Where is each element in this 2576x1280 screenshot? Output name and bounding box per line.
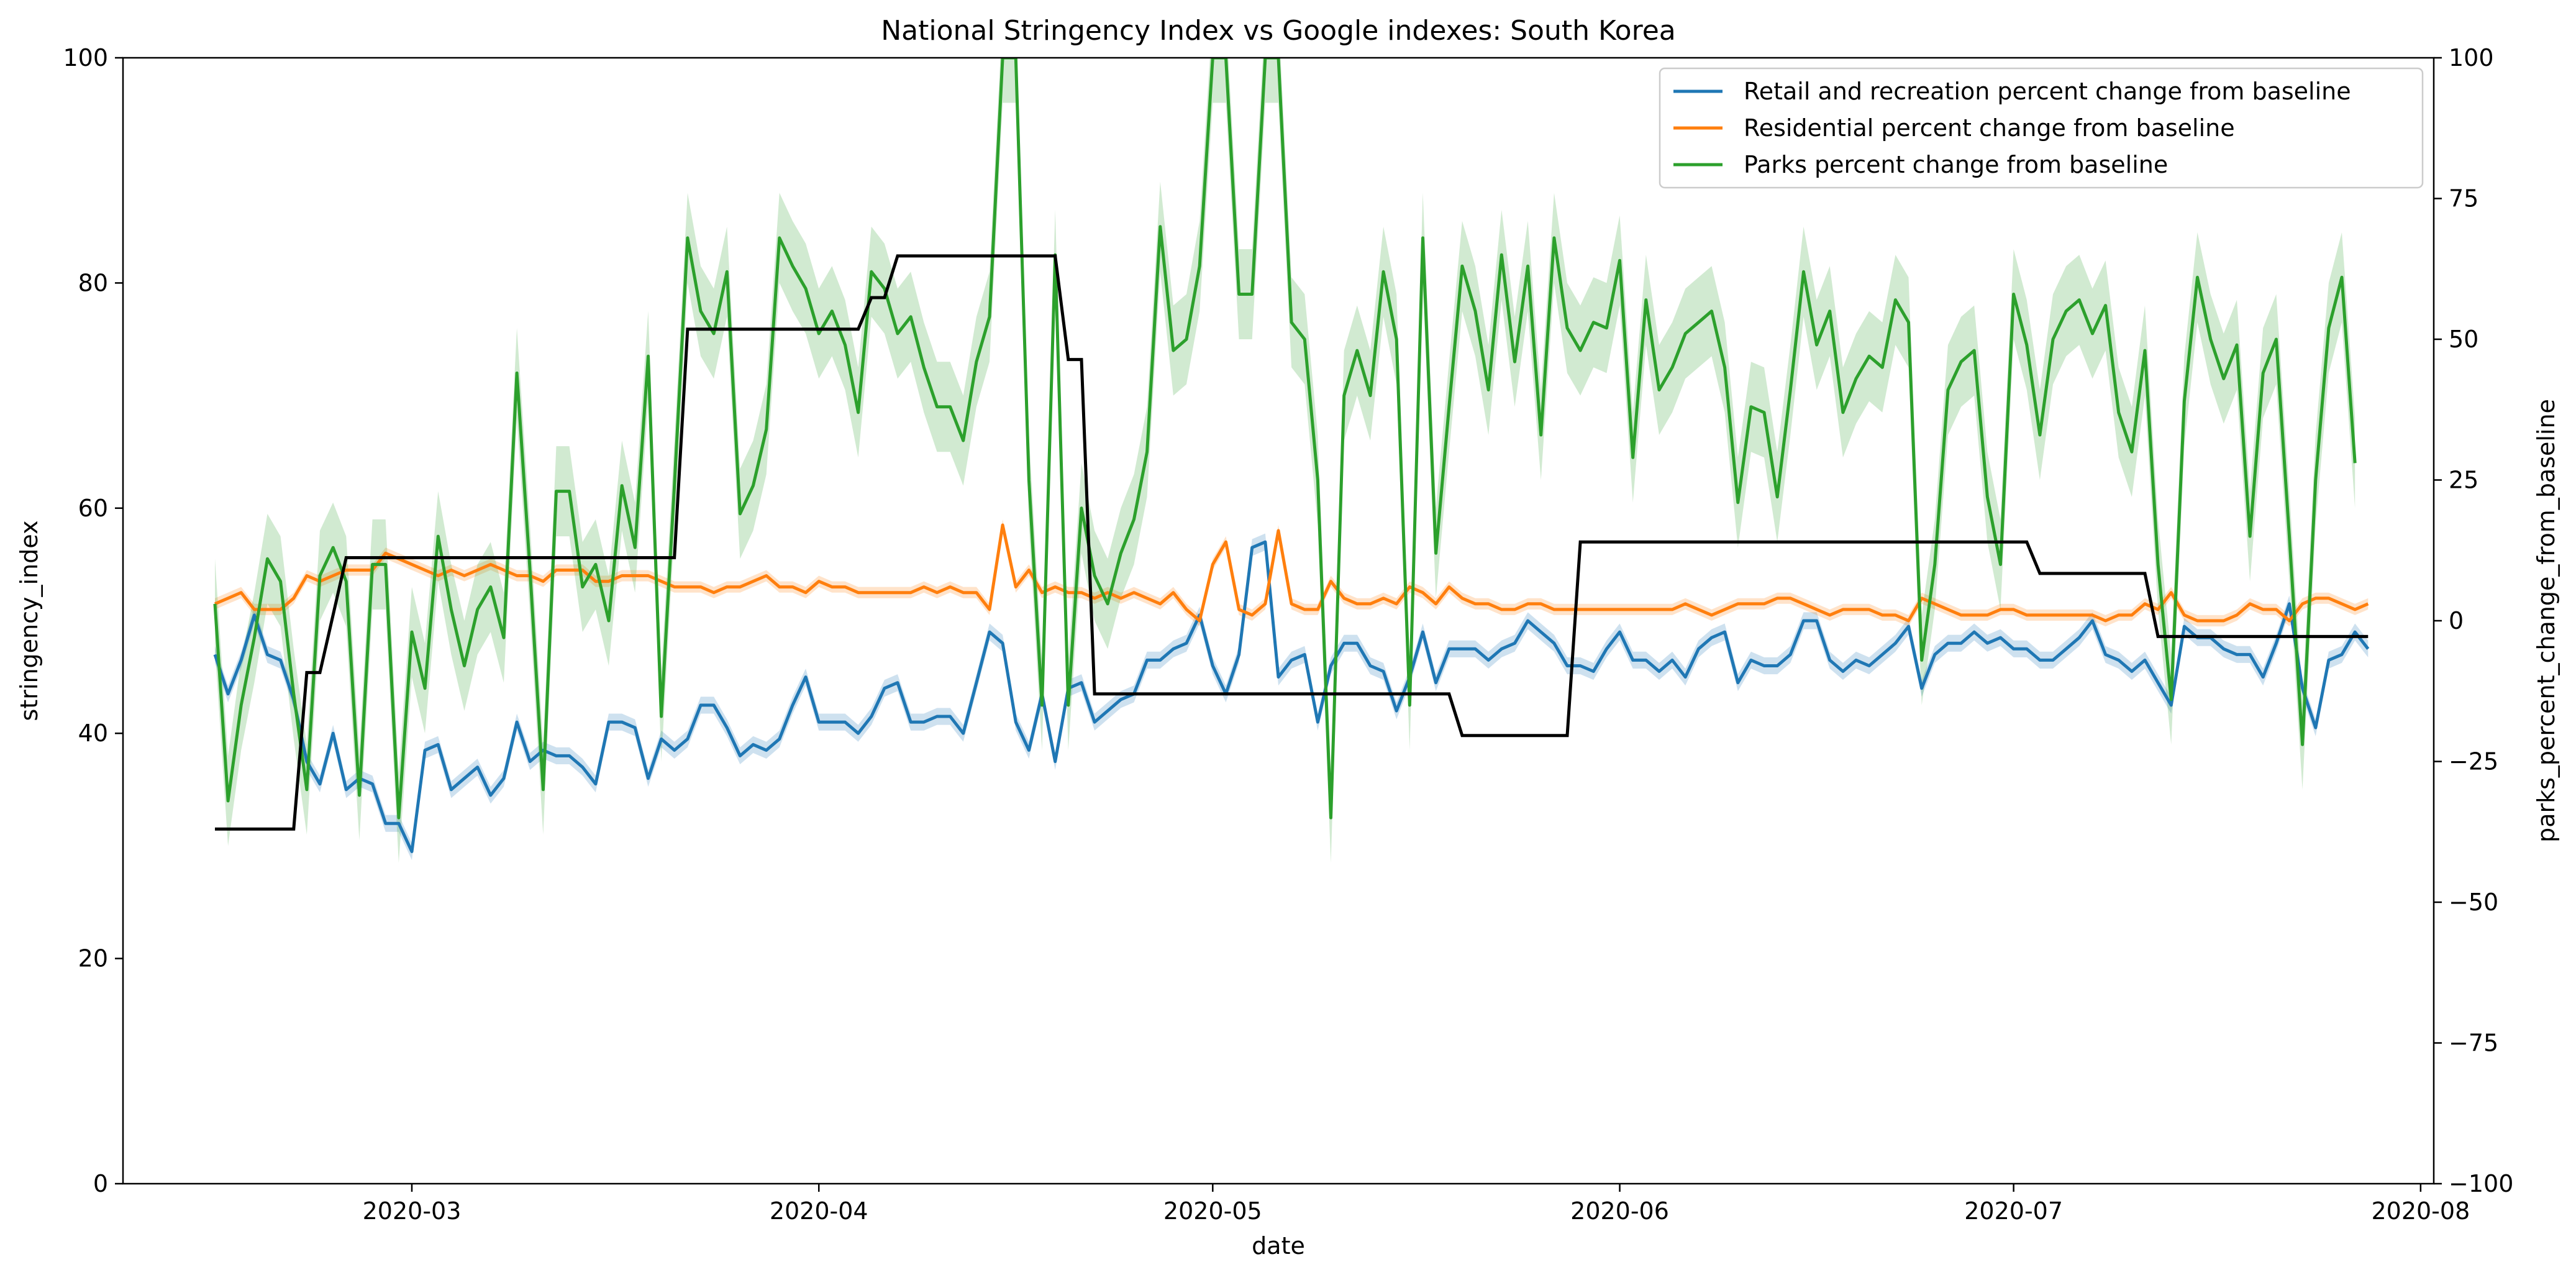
line-series-2 bbox=[214, 523, 2369, 623]
left-tick-label: 100 bbox=[63, 44, 108, 71]
left-tick-label: 60 bbox=[78, 495, 108, 522]
right-tick-label: 50 bbox=[2449, 326, 2478, 353]
x-axis-ticks: 2020-03 2020-04 2020-05 2020-06 2020-07 2020-… bbox=[363, 1184, 2470, 1225]
line-stringency-index bbox=[215, 254, 2369, 831]
x-tick-label: 2020-08 bbox=[2371, 1197, 2470, 1225]
right-axis-label: parks_percent_change_from_baseline bbox=[2533, 399, 2560, 843]
left-tick-label: 40 bbox=[78, 720, 108, 747]
legend-label-series-3: Parks percent change from baseline bbox=[1744, 151, 2168, 178]
right-tick-label: −75 bbox=[2449, 1030, 2498, 1057]
right-tick-label: 0 bbox=[2449, 607, 2464, 634]
x-tick-label: 2020-04 bbox=[770, 1197, 868, 1225]
left-tick-label: 0 bbox=[93, 1170, 108, 1197]
legend-box bbox=[1659, 67, 2424, 189]
x-tick-label: 2020-06 bbox=[1570, 1197, 1669, 1225]
line-series-1 bbox=[213, 540, 2370, 853]
line-series-3 bbox=[213, 58, 2357, 820]
x-tick-label: 2020-05 bbox=[1163, 1197, 1262, 1225]
left-axis-ticks: 0 20 40 60 80 100 bbox=[63, 44, 123, 1197]
series-lines bbox=[213, 58, 2370, 853]
chart-title: National Stringency Index vs Google inde… bbox=[881, 15, 1675, 47]
x-tick-label: 2020-03 bbox=[363, 1197, 462, 1225]
left-tick-label: 20 bbox=[78, 945, 108, 972]
right-tick-label: 75 bbox=[2449, 185, 2478, 213]
legend-label-series-2: Residential percent change from baseline bbox=[1744, 114, 2235, 142]
right-tick-label: 100 bbox=[2449, 44, 2494, 71]
x-axis-label: date bbox=[1252, 1232, 1305, 1259]
left-axis-label: stringency_index bbox=[16, 521, 43, 721]
right-tick-label: 25 bbox=[2449, 467, 2478, 494]
right-axis-ticks: −100 −75 −50 −25 0 25 50 75 100 bbox=[2434, 44, 2513, 1197]
x-tick-label: 2020-07 bbox=[1964, 1197, 2063, 1225]
right-tick-label: −25 bbox=[2449, 748, 2498, 775]
left-tick-label: 80 bbox=[78, 269, 108, 296]
right-tick-label: −100 bbox=[2449, 1170, 2513, 1197]
legend: Retail and recreation percent change fro… bbox=[1659, 67, 2424, 189]
legend-label-series-1: Retail and recreation percent change fro… bbox=[1744, 78, 2351, 105]
right-tick-label: −50 bbox=[2449, 889, 2498, 916]
